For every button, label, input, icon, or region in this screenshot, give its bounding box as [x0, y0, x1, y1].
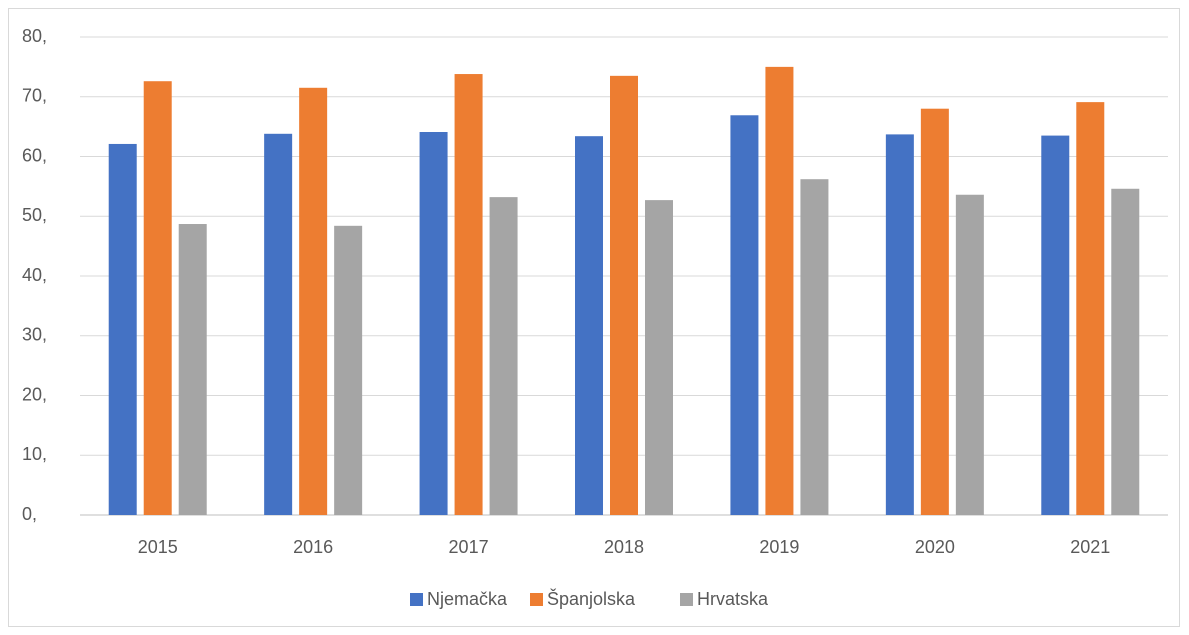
y-tick-label: 60, — [22, 145, 47, 165]
bar — [885, 134, 914, 515]
legend-label: Hrvatska — [697, 589, 769, 609]
y-tick-label: 40, — [22, 265, 47, 285]
x-tick-label: 2016 — [293, 537, 333, 557]
bar — [108, 143, 137, 515]
x-tick-label: 2020 — [915, 537, 955, 557]
bar — [489, 197, 518, 515]
y-tick-label: 30, — [22, 325, 47, 345]
x-tick-label: 2015 — [138, 537, 178, 557]
bar — [419, 132, 448, 515]
bar — [1076, 102, 1105, 515]
bar — [920, 108, 949, 515]
x-tick-label: 2017 — [449, 537, 489, 557]
bar — [143, 81, 172, 515]
y-tick-label: 80, — [22, 26, 47, 46]
legend-swatch — [410, 593, 423, 606]
bar — [800, 179, 829, 515]
bar — [178, 224, 207, 515]
bar — [299, 87, 328, 515]
y-tick-label: 0, — [22, 504, 37, 524]
x-tick-label: 2021 — [1070, 537, 1110, 557]
bar — [765, 66, 794, 515]
bar — [264, 133, 293, 516]
bar — [730, 115, 759, 516]
bar — [645, 200, 673, 515]
x-tick-label: 2018 — [604, 537, 644, 557]
y-tick-label: 20, — [22, 384, 47, 404]
bar — [575, 136, 603, 515]
y-tick-label: 10, — [22, 444, 47, 464]
bar — [454, 74, 483, 516]
bar — [955, 194, 984, 516]
legend-label: Njemačka — [427, 589, 508, 609]
bar — [610, 75, 638, 516]
bar — [334, 225, 363, 515]
x-tick-label: 2019 — [759, 537, 799, 557]
legend-swatch — [680, 593, 693, 606]
legend-swatch — [530, 593, 543, 606]
bar — [1041, 135, 1070, 515]
bar — [1111, 188, 1140, 515]
y-tick-label: 70, — [22, 86, 47, 106]
legend-label: Španjolska — [547, 588, 636, 609]
y-tick-label: 50, — [22, 205, 47, 225]
